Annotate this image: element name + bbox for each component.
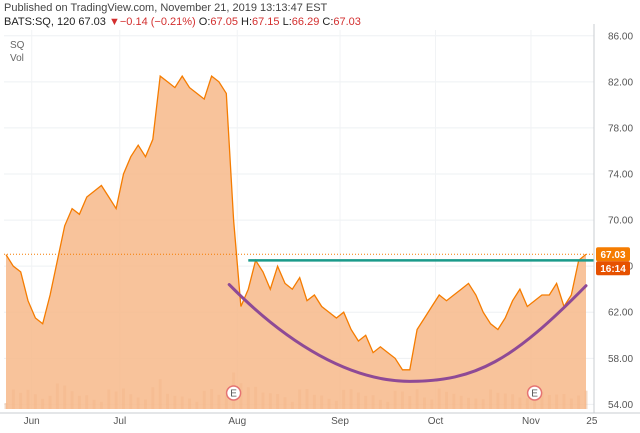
price-area-fill xyxy=(6,76,586,409)
low-value: 66.29 xyxy=(291,16,320,28)
low-label: L: xyxy=(282,16,292,28)
price-line xyxy=(5,74,587,371)
x-tick-label: Aug xyxy=(228,416,246,427)
y-tick-label: 78.00 xyxy=(608,123,633,134)
countdown-tag-label: 16:14 xyxy=(600,264,626,275)
legend-symbol: SQ xyxy=(10,40,25,51)
open-value: 67.05 xyxy=(210,16,238,28)
earnings-marker xyxy=(526,385,543,401)
x-tick-label: 25 xyxy=(586,416,598,427)
cup-curve xyxy=(227,283,588,383)
countdown-tag xyxy=(596,261,630,276)
earnings-marker xyxy=(225,385,242,401)
open-label: O: xyxy=(198,16,211,28)
high-value: 67.15 xyxy=(252,16,280,28)
legend-volume: Vol xyxy=(10,53,24,64)
x-tick-label: Jun xyxy=(24,416,40,427)
symbol-interval: BATS:SQ, 120 xyxy=(4,16,76,28)
price-tags: 67.03 16:14 xyxy=(596,247,630,276)
last-price-value: 67.03 xyxy=(78,16,106,28)
x-tick-label: Nov xyxy=(522,416,540,427)
y-tick-label: 62.00 xyxy=(608,308,633,319)
earnings-marker-label: E xyxy=(230,389,237,400)
y-tick-label: 74.00 xyxy=(608,169,633,180)
price-area xyxy=(5,74,587,409)
published-note: Published on TradingView.com, November 2… xyxy=(4,2,328,14)
x-tick-label: Sep xyxy=(331,416,349,427)
x-tick-label: Oct xyxy=(428,416,444,427)
close-label: C: xyxy=(322,16,334,28)
y-tick-label: 82.00 xyxy=(608,77,633,88)
y-tick-label: 86.00 xyxy=(608,31,633,42)
last-price-tag xyxy=(596,247,630,262)
x-tick-label: Jul xyxy=(113,416,126,427)
down-arrow-icon: ▼ xyxy=(108,16,120,28)
axes: 86.0082.0078.0074.0070.0066.0062.0058.00… xyxy=(0,24,640,427)
y-tick-label: 70.00 xyxy=(608,216,633,227)
y-tick-label: 58.00 xyxy=(608,354,633,365)
earnings-marker-label: E xyxy=(531,389,538,400)
last-price-tag-label: 67.03 xyxy=(600,250,625,261)
close-value: 67.03 xyxy=(333,16,361,28)
price-change: −0.14 (−0.21%) xyxy=(119,16,196,28)
quote-line: BATS:SQ, 120 67.03 ▼−0.14 (−0.21%) O:67.… xyxy=(4,16,361,28)
high-label: H: xyxy=(241,16,252,28)
y-tick-label: 54.00 xyxy=(608,400,633,411)
